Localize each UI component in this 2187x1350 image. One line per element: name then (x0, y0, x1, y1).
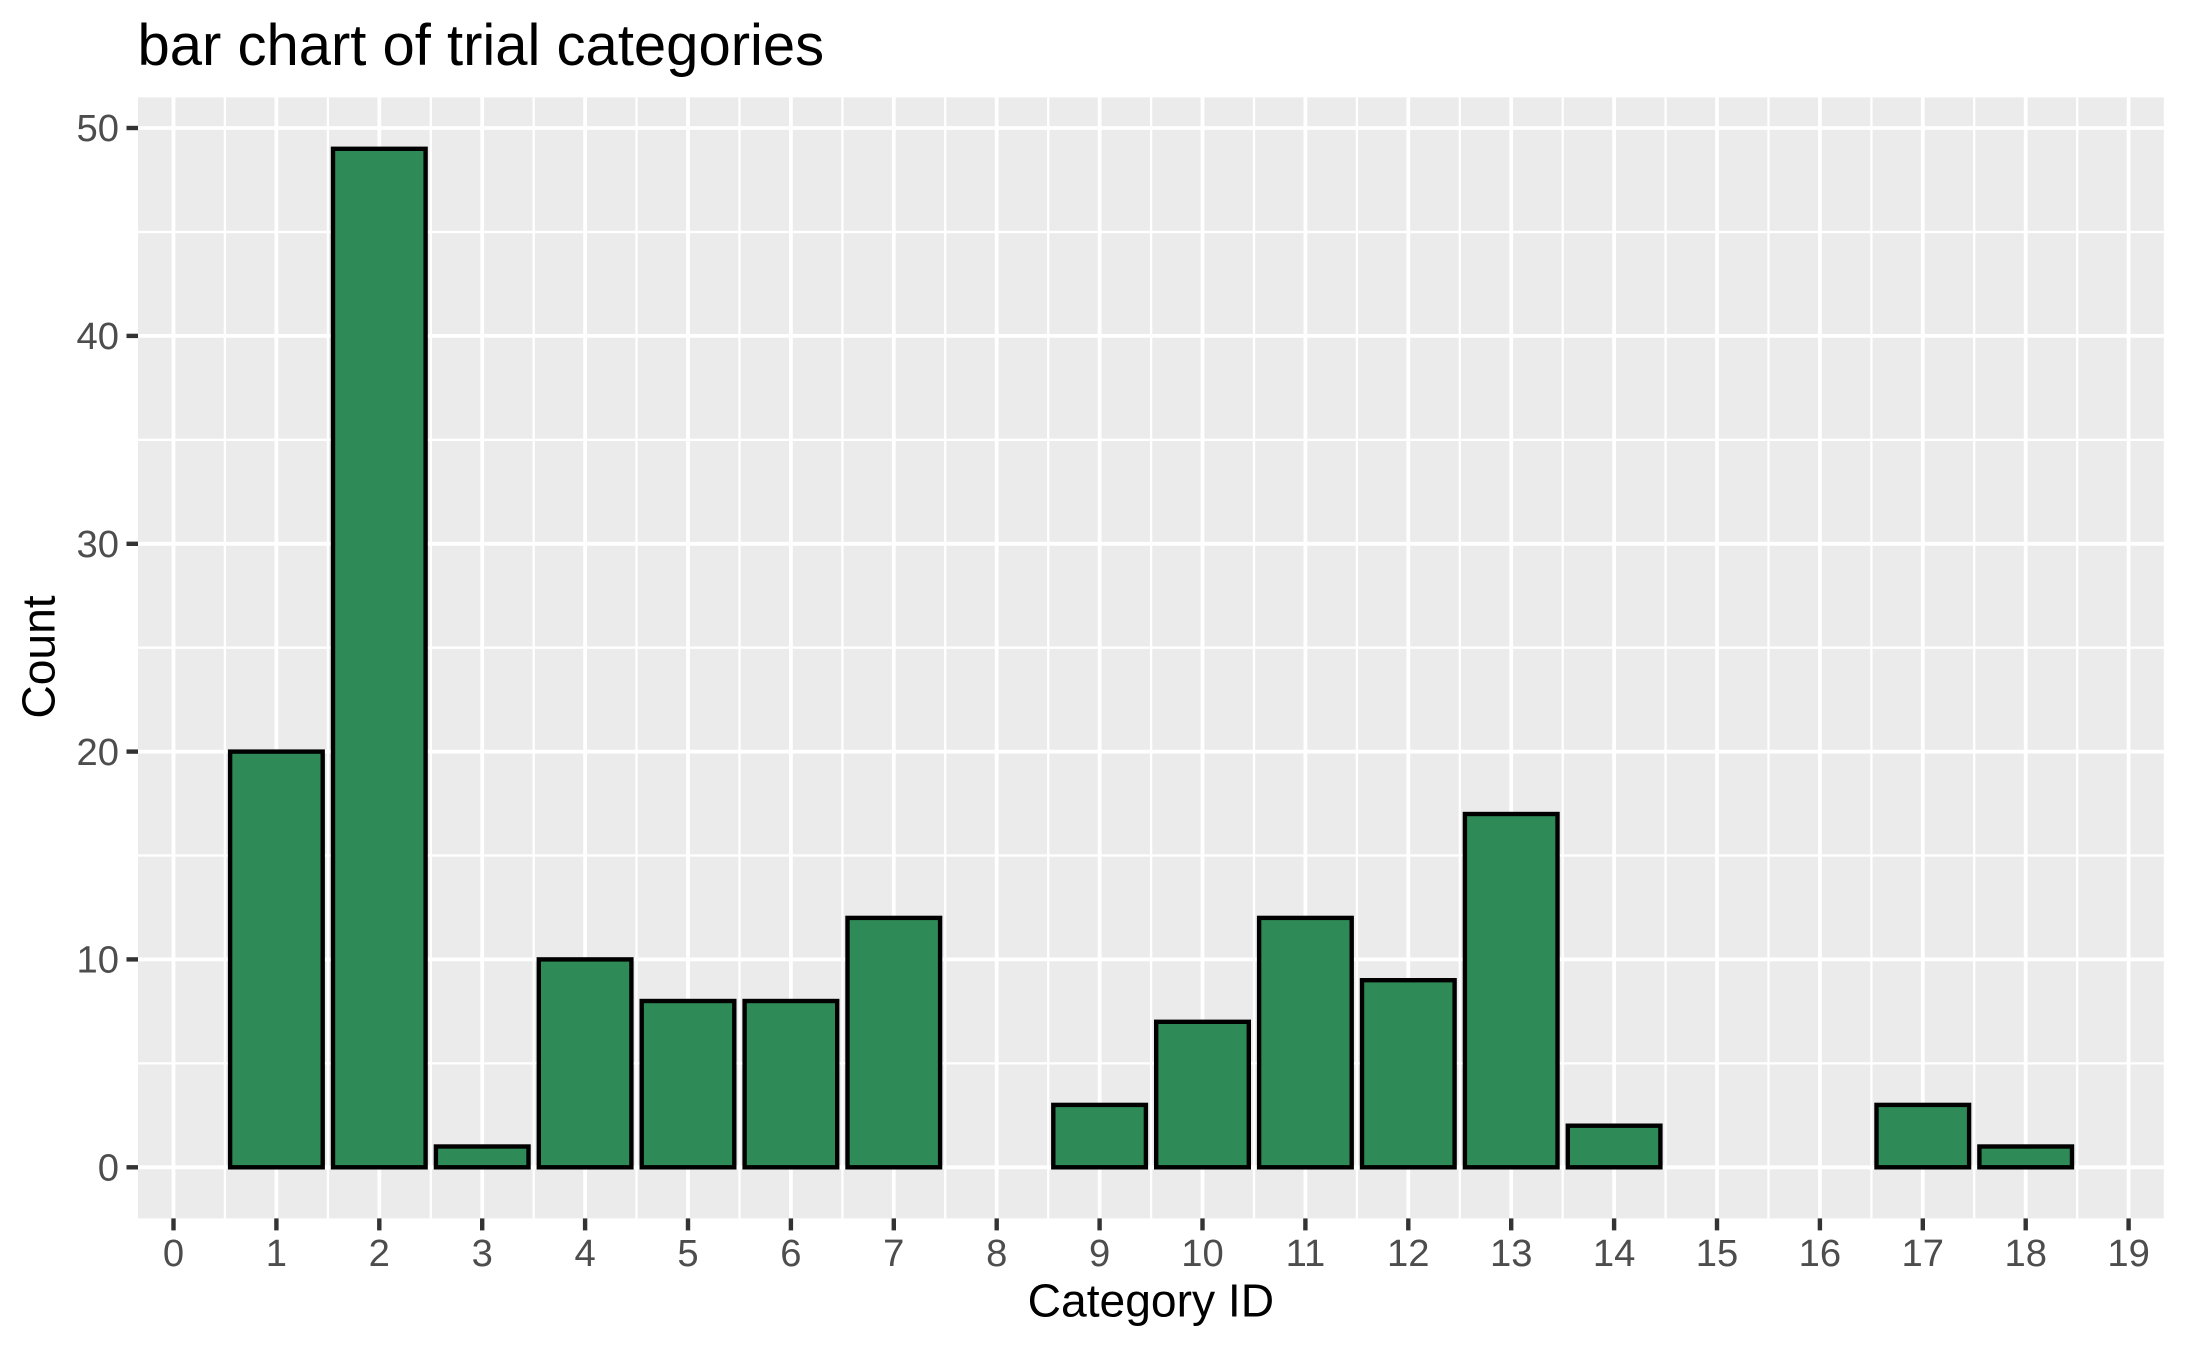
svg-text:1: 1 (266, 1232, 287, 1275)
svg-text:0: 0 (163, 1232, 184, 1275)
svg-text:8: 8 (986, 1232, 1007, 1275)
svg-text:18: 18 (2004, 1232, 2046, 1275)
svg-text:2: 2 (369, 1232, 390, 1275)
svg-text:11: 11 (1286, 1232, 1326, 1275)
svg-text:12: 12 (1387, 1232, 1429, 1275)
svg-text:30: 30 (77, 523, 119, 566)
svg-text:0: 0 (98, 1147, 119, 1190)
svg-text:6: 6 (780, 1232, 801, 1275)
svg-text:20: 20 (77, 731, 119, 774)
svg-text:16: 16 (1799, 1232, 1841, 1275)
svg-text:10: 10 (1181, 1232, 1223, 1275)
svg-text:10: 10 (77, 939, 119, 982)
svg-text:19: 19 (2107, 1232, 2149, 1275)
svg-text:7: 7 (883, 1232, 904, 1275)
svg-text:5: 5 (677, 1232, 698, 1275)
svg-text:15: 15 (1696, 1232, 1738, 1275)
svg-text:4: 4 (574, 1232, 595, 1275)
svg-text:9: 9 (1089, 1232, 1110, 1275)
svg-text:50: 50 (77, 107, 119, 150)
svg-text:13: 13 (1490, 1232, 1532, 1275)
svg-text:14: 14 (1593, 1232, 1635, 1275)
svg-text:Count: Count (13, 595, 65, 718)
svg-text:40: 40 (77, 315, 119, 358)
svg-text:bar chart of trial categories: bar chart of trial categories (138, 13, 825, 78)
svg-text:17: 17 (1902, 1232, 1944, 1275)
svg-text:Category ID: Category ID (1028, 1275, 1274, 1327)
svg-text:3: 3 (472, 1232, 493, 1275)
